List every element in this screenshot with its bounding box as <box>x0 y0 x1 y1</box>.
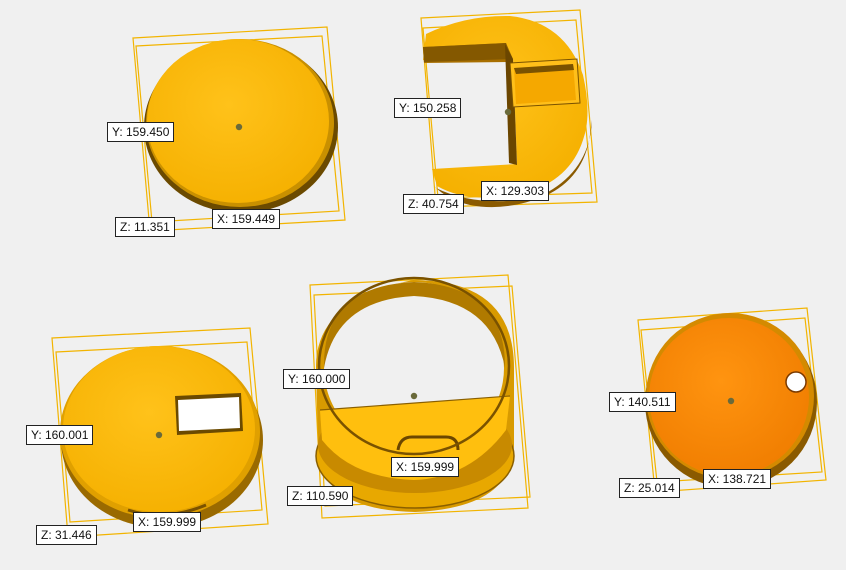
bounding-box <box>132 26 346 232</box>
dimension-z-label: Z: 11.351 <box>115 217 175 237</box>
lid-face <box>147 39 329 203</box>
hole <box>785 371 807 393</box>
origin-dot <box>504 108 512 116</box>
origin-dot <box>410 392 418 400</box>
slot-top-edge <box>423 43 513 62</box>
window-shadow <box>514 64 574 74</box>
dimension-z-label: Z: 110.590 <box>287 486 354 506</box>
disc-face <box>649 318 809 476</box>
window-opening <box>178 397 240 431</box>
part-base-disc[interactable] <box>51 327 269 538</box>
dimension-x-label: X: 159.449 <box>212 209 281 229</box>
origin-dot <box>727 397 735 405</box>
slot-inner-wall <box>505 44 517 165</box>
handle-slot <box>396 435 460 451</box>
dimension-x-label: X: 138.721 <box>703 469 772 489</box>
dimension-x-label: X: 159.999 <box>133 512 202 532</box>
part-round-lid[interactable] <box>132 26 346 232</box>
part-open-cylinder[interactable] <box>309 274 531 519</box>
dimension-z-label: Z: 31.446 <box>36 525 97 545</box>
dimension-z-label: Z: 25.014 <box>619 478 680 498</box>
cylinder-rim <box>317 276 511 456</box>
dimension-x-label: X: 159.999 <box>391 457 460 477</box>
dimension-y-label: Y: 160.001 <box>26 425 94 445</box>
origin-dot <box>235 123 243 131</box>
dimension-z-label: Z: 40.754 <box>403 194 464 214</box>
front-plate-edge <box>319 395 511 411</box>
dimension-y-label: Y: 159.450 <box>107 122 175 142</box>
inner-wall <box>323 282 506 368</box>
dimension-y-label: Y: 160.000 <box>283 369 351 389</box>
dimension-y-label: Y: 140.511 <box>609 392 676 412</box>
dimension-x-label: X: 129.303 <box>481 181 550 201</box>
disc-face <box>63 346 255 512</box>
part-orange-disc[interactable] <box>637 307 827 493</box>
dimension-y-label: Y: 150.258 <box>394 98 462 118</box>
window-inner <box>514 64 576 104</box>
origin-dot <box>155 431 163 439</box>
part-cut-disc[interactable] <box>420 9 598 208</box>
